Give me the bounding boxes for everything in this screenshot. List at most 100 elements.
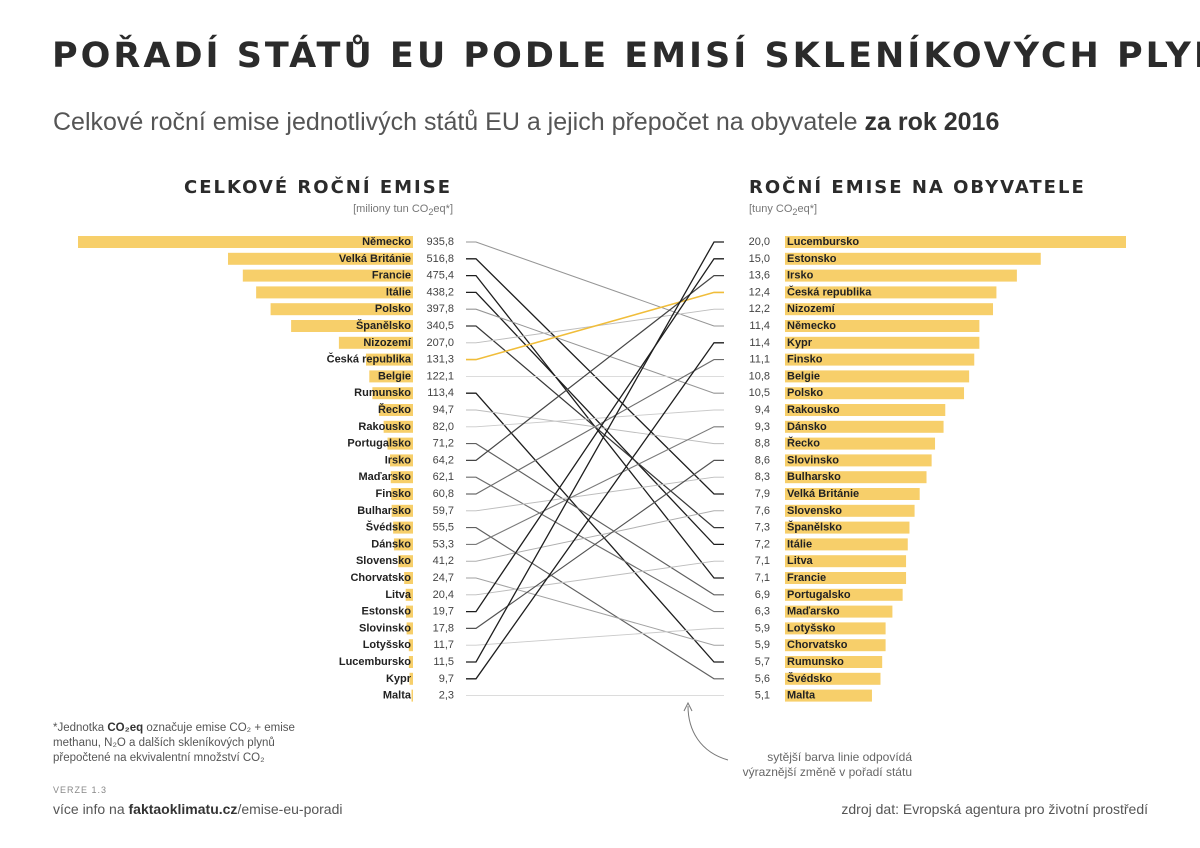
value-percap-24: 5,9 [755,639,770,651]
connector-21 [466,560,724,596]
bar-total-18 [393,538,413,551]
label-total-19: Slovensko [356,555,411,567]
label-total-5: Španělsko [356,319,411,332]
connector-24 [466,627,724,646]
data-source: zdroj dat: Evropská agentura pro životní… [841,801,1148,817]
value-total-0: 935,8 [426,236,454,248]
bars [78,236,1126,702]
value-percap-12: 8,8 [755,438,770,450]
bar-percap-16 [785,504,915,517]
label-percap-6: Kypr [787,337,813,349]
bar-percap-11 [785,420,944,433]
value-percap-2: 13,6 [749,270,770,282]
value-percap-5: 11,4 [749,320,770,332]
connector-9 [466,392,724,663]
footnote: *Jednotka CO₂eq označuje emise CO₂ + emi… [53,722,295,764]
value-percap-23: 5,9 [755,622,770,634]
value-total-14: 62,1 [433,471,454,483]
bar-total-2 [242,269,413,282]
bar-percap-9 [785,387,965,400]
value-total-27: 2,3 [439,690,454,702]
value-percap-15: 7,9 [755,488,770,500]
bar-total-13 [390,454,413,467]
value-percap-21: 6,9 [755,589,770,601]
value-total-19: 41,2 [433,555,454,567]
label-percap-17: Španělsko [787,521,842,534]
bar-total-14 [390,471,413,484]
value-percap-18: 7,2 [755,538,770,550]
label-percap-2: Irsko [787,270,814,282]
bar-percap-6 [785,336,980,349]
label-total-20: Chorvatsko [350,572,411,584]
left-panel-unit: [miliony tun CO2eq*] [353,203,453,218]
bar-percap-12 [785,437,936,450]
connector-12 [466,443,724,596]
label-percap-27: Malta [787,690,816,702]
bar-total-23 [406,622,413,635]
subtitle-text: Celkové roční emise jednotlivých států E… [53,108,865,136]
label-total-27: Malta [383,690,412,702]
label-total-10: Řecko [378,403,411,416]
value-total-10: 94,7 [433,404,454,416]
label-total-7: Česká republika [327,353,412,366]
bar-total-4 [270,303,413,316]
bar-percap-23 [785,622,886,635]
bar-total-5 [291,320,413,332]
bar-total-26 [409,672,413,685]
bar-total-21 [405,588,413,601]
connector-25 [466,241,724,663]
value-total-25: 11,5 [433,656,454,668]
value-percap-27: 5,1 [755,690,770,702]
label-percap-26: Švédsko [787,672,833,685]
connector-4 [466,308,724,394]
value-percap-20: 7,1 [755,572,770,584]
value-total-18: 53,3 [433,538,454,550]
value-total-22: 19,7 [433,606,454,618]
connector-17 [466,527,724,680]
value-percap-14: 8,3 [755,471,770,483]
value-percap-3: 12,4 [749,286,770,298]
value-total-8: 122,1 [426,370,454,382]
label-percap-25: Rumunsko [787,656,844,668]
label-total-0: Německo [362,236,411,248]
label-total-3: Itálie [386,286,411,298]
bar-total-27 [411,689,413,702]
right-panel-title: ROČNÍ EMISE NA OBYVATELE [749,177,1086,198]
bar-percap-7 [785,353,975,366]
label-total-22: Estonsko [361,606,411,618]
label-percap-10: Rakousko [787,404,840,416]
more-info-link[interactable]: více info na faktaoklimatu.cz/emise-eu-p… [53,801,343,817]
label-total-15: Finsko [376,488,412,500]
line-annotation: sytější barva linie odpovídá výraznější … [742,750,912,779]
connector-19 [466,510,724,562]
value-percap-4: 12,2 [749,303,770,315]
value-total-7: 131,3 [426,354,454,366]
label-total-2: Francie [372,270,411,282]
connector-0 [466,241,724,327]
connector-23 [466,459,724,629]
value-total-2: 475,4 [426,270,454,282]
connector-22 [466,258,724,613]
value-percap-10: 9,4 [755,404,770,416]
bar-total-6 [338,336,413,349]
value-total-24: 11,7 [433,639,454,651]
bar-percap-14 [785,471,927,484]
value-total-3: 438,2 [426,286,454,298]
label-percap-15: Velká Británie [787,488,859,500]
subtitle-emphasis: za rok 2016 [864,108,1000,136]
label-percap-4: Nizozemí [787,303,836,315]
bar-total-0 [78,236,413,248]
label-percap-22: Maďarsko [787,606,840,618]
label-total-17: Švédsko [366,521,412,534]
bar-percap-24 [785,639,886,652]
value-total-16: 59,7 [433,505,454,517]
connector-15 [466,359,724,495]
label-total-16: Bulharsko [357,505,411,517]
label-percap-7: Finsko [787,354,823,366]
value-percap-26: 5,6 [755,673,770,685]
label-percap-8: Belgie [787,370,820,382]
value-percap-16: 7,6 [755,505,770,517]
label-total-23: Slovinsko [359,622,411,634]
bar-total-19 [398,555,413,568]
